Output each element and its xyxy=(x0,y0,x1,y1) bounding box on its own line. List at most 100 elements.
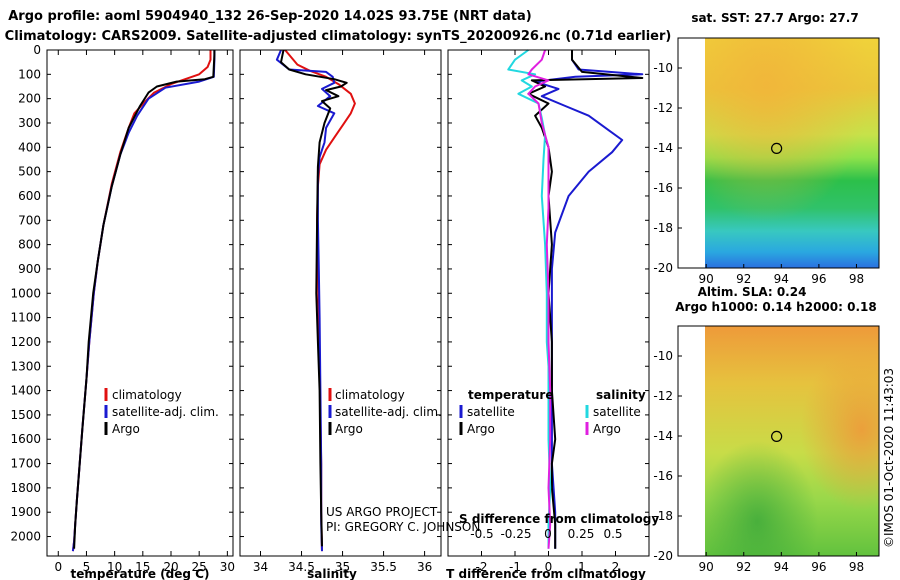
temperature-legend: climatology satellite-adj. clim. Argo xyxy=(104,388,219,436)
lat-tick-label: -10 xyxy=(653,61,673,75)
series-line-s-satellite xyxy=(507,49,552,549)
figure-title-line2: Climatology: CARS2009. Satellite-adjuste… xyxy=(5,29,672,44)
difference-lines xyxy=(507,49,644,549)
legend-label-satellite: satellite-adj. clim. xyxy=(112,405,219,419)
argo-position-marker xyxy=(771,142,783,154)
legend-label-climatology: climatology xyxy=(335,388,405,402)
depth-tick-label: 400 xyxy=(18,140,41,154)
salinity-panel: 34 34.5 35 35.5 36 salinity climatology sate… xyxy=(239,49,480,580)
s-tick: -0.5 xyxy=(470,527,493,541)
salinity-legend: climatology satellite-adj. clim. Argo xyxy=(328,388,442,436)
series-line-argo xyxy=(73,50,216,549)
lat-tick-label: -12 xyxy=(653,389,673,403)
sst-map-frame xyxy=(677,37,880,269)
lon-tick-label: 98 xyxy=(849,560,864,574)
s-difference-label: S difference from climatology xyxy=(459,512,659,526)
x-tick-label: 0 xyxy=(54,560,62,574)
lat-tick-label: -16 xyxy=(653,181,673,195)
x-tick-label: 35.5 xyxy=(370,560,397,574)
lon-tick-label: 94 xyxy=(774,272,789,286)
x-tick-label: -2 xyxy=(476,560,488,574)
series-line-t-argo xyxy=(527,50,644,549)
x-tick-label: 0 xyxy=(545,560,553,574)
figure-title-line1: Argo profile: aoml 5904940_132 26-Sep-20… xyxy=(8,9,532,24)
pi-annotation: PI: GREGORY C. JOHNSON xyxy=(326,520,480,534)
lon-tick-label: 90 xyxy=(699,272,714,286)
legend-label-argo: Argo xyxy=(335,422,363,436)
x-tick-label: 30 xyxy=(220,560,235,574)
lat-tick-label: -10 xyxy=(653,349,673,363)
x-tick-label: 34 xyxy=(253,560,268,574)
depth-tick-label: 1600 xyxy=(10,432,41,446)
sla-lon-ticks: 90 92 94 96 98 xyxy=(699,552,864,574)
sst-warm-patch xyxy=(705,38,879,268)
depth-tick-label: 300 xyxy=(18,116,41,130)
sla-map-frame xyxy=(677,325,880,557)
sst-map: sat. SST: 27.7 Argo: 27.7 90 92 94 96 98 -10… xyxy=(653,11,880,286)
depth-tick-label: 1800 xyxy=(10,481,41,495)
s-tick: 0.25 xyxy=(568,527,595,541)
legend-label-s-argo: Argo xyxy=(593,422,621,436)
x-tick-label: 34.5 xyxy=(288,560,315,574)
sla-map-title: Altim. SLA: 0.24 xyxy=(698,285,807,299)
s-tick: 0 xyxy=(544,527,552,541)
sst-lon-ticks: 90 92 94 96 98 xyxy=(699,264,864,286)
legend-header-salinity: salinity xyxy=(596,388,646,402)
depth-tick-label: 700 xyxy=(18,213,41,227)
lon-tick-label: 96 xyxy=(811,272,826,286)
depth-tick-label: 0 xyxy=(33,43,41,57)
s-tick: 0.5 xyxy=(603,527,622,541)
salinity-x-label: salinity xyxy=(307,567,357,580)
sla-lat-ticks: -10 -12 -14 -16 -18 -20 xyxy=(653,349,682,563)
s-difference-ticks: -0.5 -0.25 0 0.25 0.5 xyxy=(470,527,622,541)
legend-label-argo: Argo xyxy=(112,422,140,436)
imos-stamp: ©IMOS 01-Oct-2020 11:43:03 xyxy=(882,368,896,548)
x-tick-label: 10 xyxy=(107,560,122,574)
depth-tick-label: 200 xyxy=(18,92,41,106)
legend-header-temperature: temperature xyxy=(468,388,553,402)
series-line-satellite-adj-clim- xyxy=(275,49,336,552)
lat-tick-label: -12 xyxy=(653,101,673,115)
depth-tick-label: 1900 xyxy=(10,505,41,519)
depth-tick-label: 1000 xyxy=(10,286,41,300)
depth-tick-label: 2000 xyxy=(10,530,41,544)
depth-tick-label: 500 xyxy=(18,165,41,179)
depth-tick-label: 1200 xyxy=(10,335,41,349)
sla-map-subtitle: Argo h1000: 0.14 h2000: 0.18 xyxy=(675,300,876,314)
depth-tick-label: 100 xyxy=(18,67,41,81)
sla-low-patch xyxy=(705,326,879,556)
lon-tick-label: 96 xyxy=(811,560,826,574)
argo-position-marker xyxy=(771,430,783,442)
salinity-axis-ticks: 34 34.5 35 35.5 36 xyxy=(253,50,432,574)
lon-tick-label: 92 xyxy=(736,272,751,286)
t-difference-x-label: T difference from climatology xyxy=(446,567,646,580)
lat-tick-label: -18 xyxy=(653,221,673,235)
lon-tick-label: 98 xyxy=(849,272,864,286)
series-line-satellite-adj-clim- xyxy=(71,50,216,552)
lon-tick-label: 90 xyxy=(699,560,714,574)
sst-map-title: sat. SST: 27.7 Argo: 27.7 xyxy=(691,11,858,25)
x-tick-label: 2 xyxy=(612,560,620,574)
salinity-lines xyxy=(275,49,356,552)
difference-plot-frame xyxy=(447,49,650,557)
lon-tick-label: 94 xyxy=(774,560,789,574)
depth-tick-label: 1300 xyxy=(10,359,41,373)
x-tick-label: 1 xyxy=(578,560,586,574)
legend-label-s-satellite: satellite xyxy=(593,405,641,419)
salinity-plot-frame xyxy=(239,49,442,557)
depth-tick-label: 1100 xyxy=(10,311,41,325)
lat-tick-label: -14 xyxy=(653,141,673,155)
s-tick: -0.25 xyxy=(500,527,531,541)
x-tick-label: 36 xyxy=(417,560,432,574)
lat-tick-label: -14 xyxy=(653,429,673,443)
x-tick-label: -1 xyxy=(509,560,521,574)
project-annotation: US ARGO PROJECT xyxy=(326,505,438,519)
sst-lat-ticks: -10 -12 -14 -16 -18 -20 xyxy=(653,61,682,275)
legend-label-t-argo: Argo xyxy=(467,422,495,436)
lat-tick-label: -20 xyxy=(653,549,673,563)
difference-panel: -2 -1 0 1 2 T difference from climatology S … xyxy=(446,49,659,580)
depth-tick-label: 1700 xyxy=(10,457,41,471)
salinity-depth-ticks xyxy=(240,49,441,538)
temperature-plot-frame xyxy=(46,49,234,557)
temperature-x-label: temperature (deg C) xyxy=(71,567,210,580)
